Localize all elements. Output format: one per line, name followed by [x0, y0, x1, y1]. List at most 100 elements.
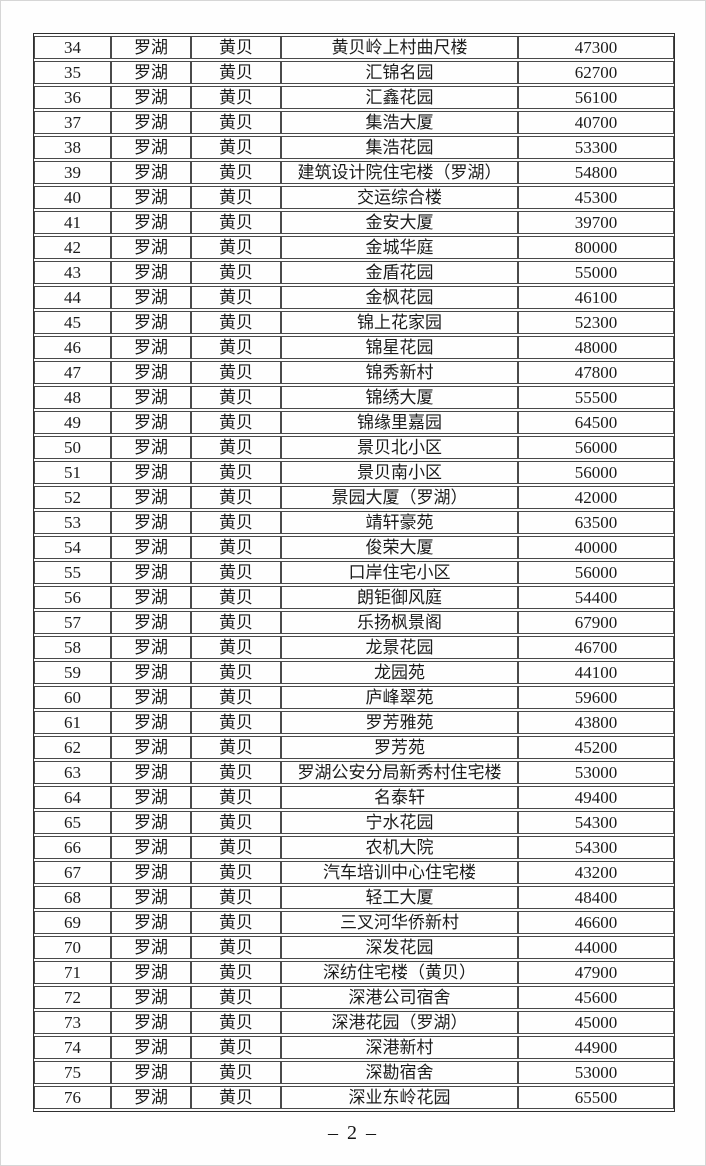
cell-price: 45600: [518, 986, 674, 1009]
cell-row-number: 62: [34, 736, 111, 759]
cell-row-number: 57: [34, 611, 111, 634]
cell-estate-name: 深业东岭花园: [281, 1086, 518, 1109]
cell-row-number: 66: [34, 836, 111, 859]
table-row: 68 罗湖 黄贝 轻工大厦 48400: [34, 886, 674, 909]
cell-price: 53000: [518, 1061, 674, 1084]
cell-estate-name: 朗钜御风庭: [281, 586, 518, 609]
cell-price: 40000: [518, 536, 674, 559]
cell-district: 罗湖: [111, 986, 191, 1009]
cell-price: 43200: [518, 861, 674, 884]
cell-subdistrict: 黄贝: [191, 136, 281, 159]
cell-district: 罗湖: [111, 111, 191, 134]
cell-price: 48400: [518, 886, 674, 909]
cell-district: 罗湖: [111, 286, 191, 309]
cell-subdistrict: 黄贝: [191, 836, 281, 859]
cell-price: 67900: [518, 611, 674, 634]
table-row: 45 罗湖 黄贝 锦上花家园 52300: [34, 311, 674, 334]
cell-price: 43800: [518, 711, 674, 734]
cell-district: 罗湖: [111, 761, 191, 784]
cell-price: 56100: [518, 86, 674, 109]
cell-district: 罗湖: [111, 886, 191, 909]
cell-row-number: 55: [34, 561, 111, 584]
table-row: 56 罗湖 黄贝 朗钜御风庭 54400: [34, 586, 674, 609]
cell-estate-name: 深勘宿舍: [281, 1061, 518, 1084]
table-row: 71 罗湖 黄贝 深纺住宅楼（黄贝） 47900: [34, 961, 674, 984]
table-row: 54 罗湖 黄贝 俊荣大厦 40000: [34, 536, 674, 559]
cell-row-number: 38: [34, 136, 111, 159]
cell-subdistrict: 黄贝: [191, 36, 281, 59]
cell-estate-name: 锦上花家园: [281, 311, 518, 334]
table-row: 35 罗湖 黄贝 汇锦名园 62700: [34, 61, 674, 84]
cell-district: 罗湖: [111, 811, 191, 834]
cell-estate-name: 深港花园（罗湖）: [281, 1011, 518, 1034]
cell-district: 罗湖: [111, 511, 191, 534]
table-row: 76 罗湖 黄贝 深业东岭花园 65500: [34, 1086, 674, 1109]
cell-subdistrict: 黄贝: [191, 586, 281, 609]
cell-row-number: 53: [34, 511, 111, 534]
cell-row-number: 52: [34, 486, 111, 509]
cell-row-number: 74: [34, 1036, 111, 1059]
cell-estate-name: 罗芳雅苑: [281, 711, 518, 734]
cell-district: 罗湖: [111, 311, 191, 334]
cell-estate-name: 锦星花园: [281, 336, 518, 359]
cell-subdistrict: 黄贝: [191, 86, 281, 109]
table-row: 51 罗湖 黄贝 景贝南小区 56000: [34, 461, 674, 484]
cell-estate-name: 金盾花园: [281, 261, 518, 284]
cell-row-number: 40: [34, 186, 111, 209]
table-row: 53 罗湖 黄贝 靖轩豪苑 63500: [34, 511, 674, 534]
cell-subdistrict: 黄贝: [191, 986, 281, 1009]
cell-subdistrict: 黄贝: [191, 111, 281, 134]
table-row: 72 罗湖 黄贝 深港公司宿舍 45600: [34, 986, 674, 1009]
cell-estate-name: 集浩花园: [281, 136, 518, 159]
cell-district: 罗湖: [111, 186, 191, 209]
cell-estate-name: 景园大厦（罗湖）: [281, 486, 518, 509]
cell-price: 46700: [518, 636, 674, 659]
cell-row-number: 44: [34, 286, 111, 309]
cell-district: 罗湖: [111, 461, 191, 484]
cell-estate-name: 深港公司宿舍: [281, 986, 518, 1009]
cell-district: 罗湖: [111, 1036, 191, 1059]
cell-estate-name: 龙园苑: [281, 661, 518, 684]
cell-row-number: 56: [34, 586, 111, 609]
cell-subdistrict: 黄贝: [191, 861, 281, 884]
cell-subdistrict: 黄贝: [191, 661, 281, 684]
cell-row-number: 50: [34, 436, 111, 459]
cell-row-number: 51: [34, 461, 111, 484]
table-row: 37 罗湖 黄贝 集浩大厦 40700: [34, 111, 674, 134]
cell-price: 45300: [518, 186, 674, 209]
cell-row-number: 67: [34, 861, 111, 884]
cell-price: 65500: [518, 1086, 674, 1109]
cell-subdistrict: 黄贝: [191, 411, 281, 434]
table-row: 34 罗湖 黄贝 黄贝岭上村曲尺楼 47300: [34, 36, 674, 59]
table-row: 60 罗湖 黄贝 庐峰翠苑 59600: [34, 686, 674, 709]
table-body: 34 罗湖 黄贝 黄贝岭上村曲尺楼 47300 35 罗湖 黄贝 汇锦名园 62…: [34, 36, 674, 1109]
cell-subdistrict: 黄贝: [191, 186, 281, 209]
cell-price: 44100: [518, 661, 674, 684]
table-row: 39 罗湖 黄贝 建筑设计院住宅楼（罗湖） 54800: [34, 161, 674, 184]
table-row: 61 罗湖 黄贝 罗芳雅苑 43800: [34, 711, 674, 734]
cell-district: 罗湖: [111, 486, 191, 509]
cell-price: 64500: [518, 411, 674, 434]
cell-subdistrict: 黄贝: [191, 611, 281, 634]
cell-district: 罗湖: [111, 411, 191, 434]
cell-price: 54300: [518, 836, 674, 859]
cell-district: 罗湖: [111, 36, 191, 59]
table-row: 67 罗湖 黄贝 汽车培训中心住宅楼 43200: [34, 861, 674, 884]
housing-price-table: 34 罗湖 黄贝 黄贝岭上村曲尺楼 47300 35 罗湖 黄贝 汇锦名园 62…: [33, 33, 675, 1112]
cell-row-number: 64: [34, 786, 111, 809]
cell-price: 55000: [518, 261, 674, 284]
cell-price: 42000: [518, 486, 674, 509]
cell-row-number: 73: [34, 1011, 111, 1034]
cell-district: 罗湖: [111, 436, 191, 459]
cell-district: 罗湖: [111, 686, 191, 709]
cell-price: 62700: [518, 61, 674, 84]
table-row: 41 罗湖 黄贝 金安大厦 39700: [34, 211, 674, 234]
cell-district: 罗湖: [111, 561, 191, 584]
cell-district: 罗湖: [111, 161, 191, 184]
cell-row-number: 72: [34, 986, 111, 1009]
cell-district: 罗湖: [111, 1011, 191, 1034]
cell-estate-name: 名泰轩: [281, 786, 518, 809]
cell-district: 罗湖: [111, 736, 191, 759]
cell-subdistrict: 黄贝: [191, 261, 281, 284]
cell-estate-name: 轻工大厦: [281, 886, 518, 909]
